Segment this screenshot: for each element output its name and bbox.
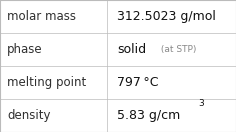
Text: 312.5023 g/mol: 312.5023 g/mol xyxy=(117,10,216,23)
Text: 3: 3 xyxy=(198,99,204,108)
Text: density: density xyxy=(7,109,51,122)
Text: phase: phase xyxy=(7,43,43,56)
Text: 5.83 g/cm: 5.83 g/cm xyxy=(117,109,180,122)
Text: 797 °C: 797 °C xyxy=(117,76,158,89)
Text: molar mass: molar mass xyxy=(7,10,76,23)
Text: melting point: melting point xyxy=(7,76,86,89)
Text: solid: solid xyxy=(117,43,146,56)
Text: (at STP): (at STP) xyxy=(158,45,196,54)
